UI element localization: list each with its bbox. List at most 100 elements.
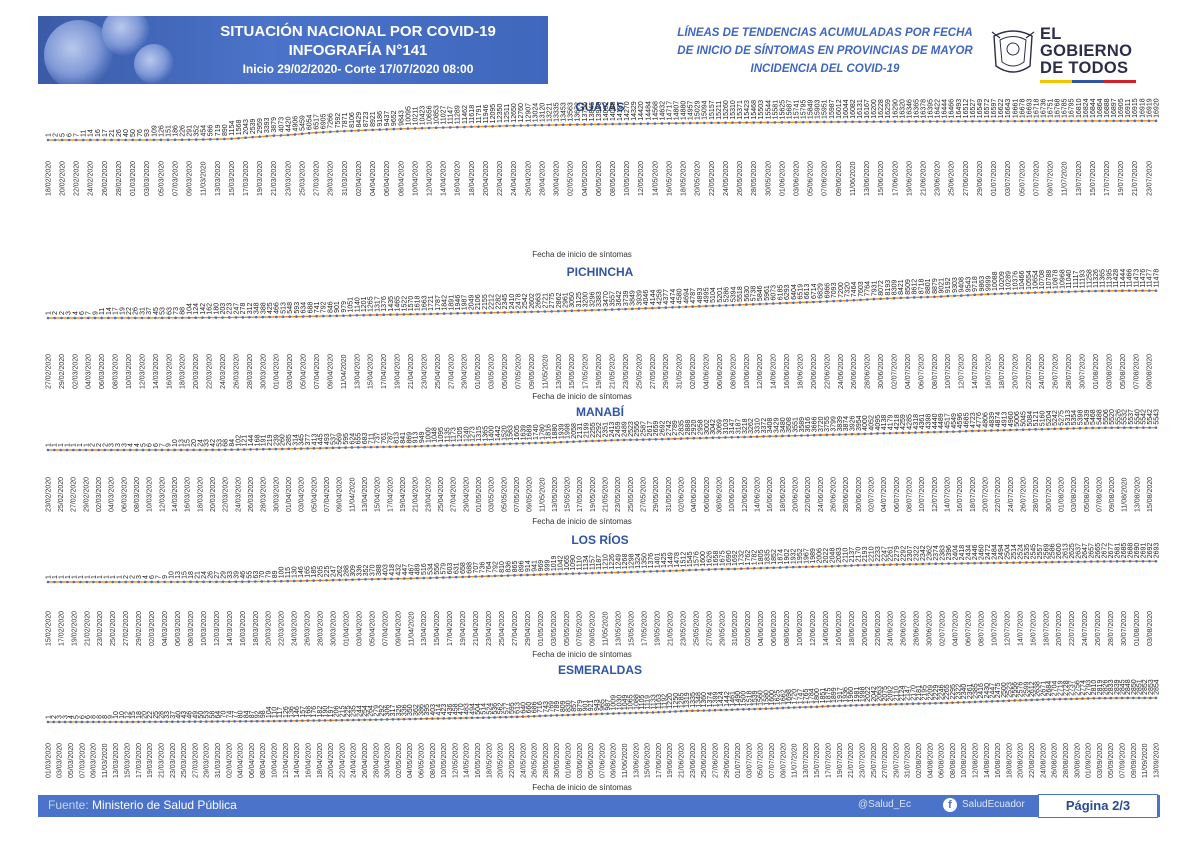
- data-point: [92, 580, 95, 584]
- data-point: [603, 439, 607, 442]
- data-point: [201, 316, 204, 319]
- data-label: 205: [318, 566, 325, 578]
- data-label: 288: [343, 565, 350, 577]
- data-point: [1025, 561, 1028, 564]
- data-label: 26: [116, 129, 123, 137]
- x-tick-label: 18/04/2020: [469, 161, 476, 196]
- x-tick-label: 28/05/2020: [543, 743, 550, 778]
- x-tick-label: 29/07/2020: [893, 743, 900, 778]
- data-point: [154, 720, 157, 724]
- x-tick-label: 11/07/2020: [792, 743, 799, 778]
- data-label: 1782: [752, 550, 759, 566]
- data-point: [681, 569, 685, 572]
- data-label: 26: [133, 307, 140, 315]
- x-tick-label: 03/07/2020: [1005, 161, 1012, 196]
- x-tick-label: 31/03/2020: [342, 161, 349, 196]
- data-label: 4: [134, 443, 141, 447]
- data-label: 5543: [1153, 409, 1160, 425]
- data-point: [583, 309, 587, 312]
- data-label: 979: [341, 301, 348, 313]
- data-point: [335, 314, 339, 318]
- data-label: 15260: [723, 100, 730, 120]
- x-tick-label: 06/03/2020: [99, 354, 106, 389]
- data-label: 12650: [511, 103, 518, 123]
- x-tick-label: 26/05/2020: [532, 743, 539, 778]
- data-label: 15: [130, 711, 137, 719]
- data-point: [578, 713, 581, 716]
- data-label: 1425: [661, 552, 668, 568]
- x-tick-label: 05/05/2020: [502, 354, 509, 389]
- data-label: 2835: [679, 420, 686, 436]
- data-point: [346, 718, 349, 722]
- x-tick-label: 09/05/2020: [529, 354, 536, 389]
- data-point: [268, 447, 271, 451]
- data-point: [97, 448, 100, 452]
- data-label: 104: [186, 303, 193, 315]
- data-point: [711, 436, 715, 440]
- data-label: 2006: [816, 548, 823, 564]
- data-label: 5394: [730, 286, 737, 302]
- data-point: [838, 433, 841, 436]
- data-label: 1967: [804, 548, 811, 564]
- data-point: [46, 720, 50, 724]
- x-tick-label: 29/06/2020: [977, 161, 984, 196]
- data-label: 1163: [656, 694, 663, 709]
- data-point: [198, 448, 202, 452]
- x-tick-label: 08/03/2020: [188, 611, 195, 646]
- data-point: [879, 297, 882, 301]
- data-label: 15310: [730, 100, 737, 120]
- data-label: 3: [62, 715, 69, 719]
- facebook-handle[interactable]: SaludEcuador: [962, 799, 1025, 810]
- data-label: 5520: [1109, 409, 1116, 425]
- data-label: 562: [498, 702, 505, 714]
- data-label: 5: [74, 715, 81, 719]
- data-point: [553, 441, 556, 444]
- data-point: [544, 714, 547, 718]
- data-point: [1104, 426, 1107, 430]
- x-tick-label: 26/03/2020: [305, 611, 312, 646]
- data-point: [540, 441, 544, 445]
- data-point: [108, 720, 112, 724]
- data-point: [710, 121, 713, 125]
- data-label: 5104: [710, 287, 717, 303]
- data-point: [674, 710, 677, 713]
- data-label: 4839: [989, 412, 996, 428]
- data-label: 1065: [628, 694, 635, 710]
- data-label: 2586: [1050, 543, 1057, 559]
- data-point: [344, 578, 348, 582]
- x-tick-label: 12/05/2020: [638, 161, 645, 196]
- data-label: 9718: [972, 276, 979, 292]
- data-point: [928, 120, 932, 123]
- data-label: 901: [582, 700, 589, 712]
- x-tick-label: 08/07/2020: [932, 354, 939, 389]
- data-label: 577: [503, 702, 510, 714]
- data-point: [1122, 560, 1125, 563]
- x-tick-label: 18/06/2020: [780, 477, 787, 512]
- data-point: [165, 720, 169, 724]
- data-point: [154, 448, 157, 452]
- data-point: [886, 297, 889, 300]
- x-tick-label: 09/08/2020: [1109, 477, 1116, 512]
- data-point: [179, 448, 183, 452]
- data-label: 1698: [786, 689, 793, 705]
- data-label: 348: [254, 302, 261, 314]
- data-point: [84, 448, 88, 452]
- data-point: [261, 315, 265, 319]
- data-label: 11027: [441, 105, 448, 124]
- data-point: [328, 314, 332, 318]
- data-label: 1249: [616, 554, 623, 570]
- data-point: [815, 705, 819, 709]
- twitter-handle[interactable]: @Salud_Ec: [858, 799, 911, 810]
- data-label: 10878: [1053, 269, 1060, 289]
- x-tick-label: 18/08/2020: [1006, 743, 1013, 778]
- data-point: [611, 122, 614, 126]
- data-point: [286, 133, 290, 137]
- x-tick-label: 02/07/2020: [940, 611, 947, 646]
- data-label: 1936: [842, 687, 849, 703]
- data-point: [759, 566, 763, 570]
- data-point: [74, 720, 78, 724]
- data-point: [1126, 119, 1130, 123]
- data-point: [1098, 119, 1101, 123]
- x-tick-label: 23/04/2020: [425, 477, 432, 512]
- data-point: [380, 718, 383, 721]
